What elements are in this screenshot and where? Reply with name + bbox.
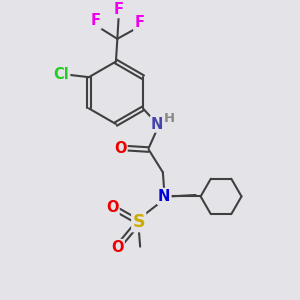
Text: F: F bbox=[91, 14, 100, 28]
Text: Cl: Cl bbox=[53, 67, 69, 82]
Text: F: F bbox=[134, 15, 144, 30]
Text: N: N bbox=[151, 116, 164, 131]
Text: O: O bbox=[114, 141, 127, 156]
Text: N: N bbox=[158, 189, 170, 204]
Text: F: F bbox=[114, 2, 124, 17]
Text: O: O bbox=[111, 240, 124, 255]
Text: H: H bbox=[164, 112, 175, 125]
Text: O: O bbox=[106, 200, 118, 215]
Text: S: S bbox=[133, 213, 145, 231]
